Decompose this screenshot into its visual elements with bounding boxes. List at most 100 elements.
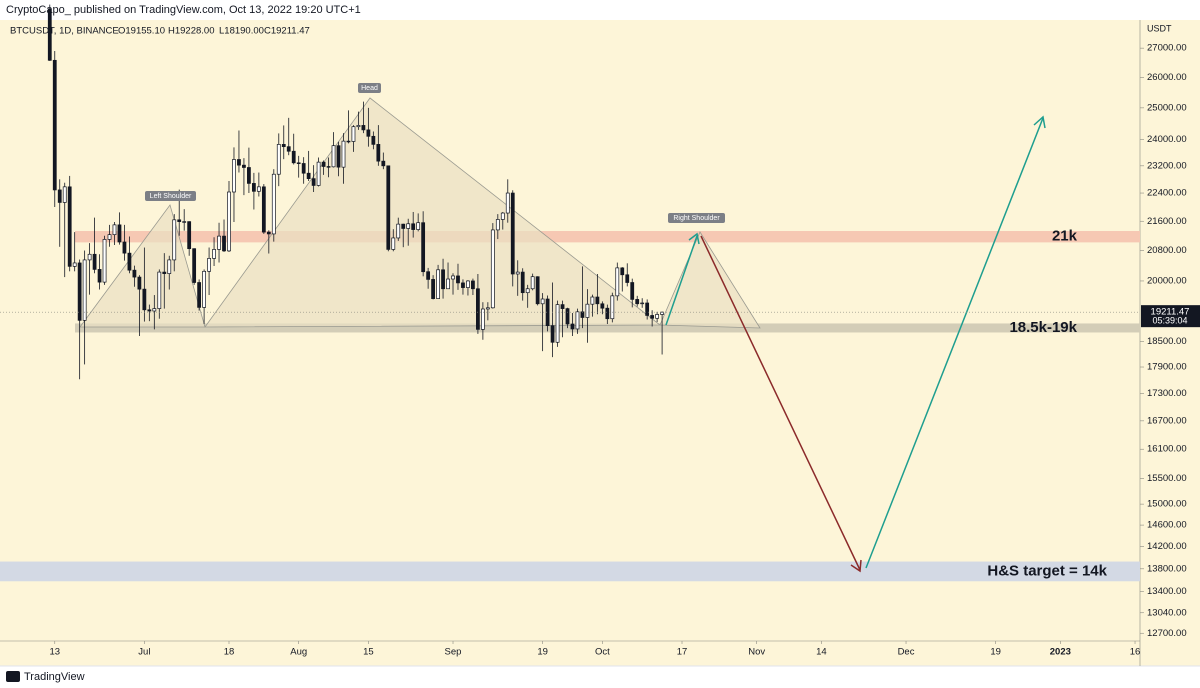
candle-body: [515, 271, 520, 275]
x-tick-label: 19: [990, 647, 1001, 658]
candle-body: [550, 325, 555, 343]
candle-body: [157, 271, 162, 309]
candle-body: [147, 309, 152, 312]
candle-body: [167, 259, 172, 274]
candle-body: [182, 221, 187, 223]
y-tick-label: 15000.00: [1147, 499, 1187, 510]
candle-body: [301, 163, 306, 174]
y-tick-label: 20000.00: [1147, 275, 1187, 286]
candle-body: [625, 274, 630, 283]
x-tick-label: Oct: [595, 647, 610, 658]
x-tick-label: 13: [49, 647, 60, 658]
candle-body: [650, 315, 655, 319]
candle-body: [306, 172, 311, 179]
candle-body: [525, 288, 530, 294]
x-tick-label: Sep: [445, 647, 462, 658]
candle-body: [222, 235, 226, 252]
zones: 21k 18.5k-19k H&S target = 14k: [0, 228, 1140, 582]
x-tick-label: 14: [816, 647, 827, 658]
y-tick-label: 18500.00: [1147, 336, 1187, 347]
candle-body: [291, 150, 296, 164]
candle-body: [660, 311, 664, 315]
candle-body: [276, 144, 281, 175]
candle-body: [311, 178, 316, 186]
candle-body: [451, 275, 455, 280]
candle-body: [172, 219, 177, 261]
candle-body: [356, 125, 361, 128]
candle-body: [476, 288, 480, 330]
candle-body: [401, 223, 406, 229]
left-shoulder-label: Left Shoulder: [150, 193, 192, 200]
candle-body: [535, 276, 540, 305]
candle-body: [386, 165, 391, 250]
arrows: [665, 115, 1046, 573]
candles: [47, 4, 664, 380]
candle-body: [580, 311, 585, 318]
x-tick-label: Dec: [898, 647, 915, 658]
candle-body: [92, 253, 97, 270]
candle-body: [286, 146, 291, 152]
zone-label: 18.5k-19k: [1009, 319, 1077, 336]
label-box: [668, 213, 725, 223]
candle-body: [446, 278, 450, 290]
candle-body: [555, 304, 560, 343]
candle-body: [441, 269, 445, 290]
candle-body: [142, 288, 147, 311]
candle-body: [127, 252, 132, 271]
publisher: CryptoCapo_ published on TradingView.com…: [6, 4, 361, 16]
zone: [75, 323, 1140, 333]
candle-body: [162, 271, 167, 274]
y-tick-label: 15500.00: [1147, 473, 1187, 484]
candle-body: [505, 192, 510, 214]
candle-body: [391, 237, 396, 250]
candle-body: [630, 282, 635, 300]
candle-body: [530, 276, 535, 290]
candle-body: [620, 267, 625, 276]
candle-body: [575, 311, 580, 330]
countdown: 05:39:04: [1152, 316, 1187, 326]
y-tick-label: 14600.00: [1147, 520, 1187, 531]
zone: [75, 231, 1140, 243]
candle-body: [560, 304, 565, 309]
candle-body: [426, 271, 431, 280]
candle-body: [232, 159, 236, 193]
right-shoulder-shape: [659, 231, 761, 329]
candle-body: [107, 234, 112, 240]
y-tick-label: 14200.00: [1147, 541, 1187, 552]
candle-body: [256, 186, 261, 192]
annotation-labels: Left Shoulder Head Right Shoulder: [145, 83, 725, 223]
candle-body: [361, 125, 366, 131]
candle-body: [655, 314, 660, 319]
candle-body: [87, 253, 92, 261]
y-tick-label: 17900.00: [1147, 362, 1187, 373]
candle-body: [640, 302, 645, 305]
candle-body: [466, 280, 470, 288]
candle-body: [376, 144, 381, 162]
candle-body: [396, 223, 401, 239]
y-tick-label: 13800.00: [1147, 563, 1187, 574]
candle-body: [77, 262, 82, 321]
y-tick-label: 12700.00: [1147, 628, 1187, 639]
candle-body: [600, 303, 605, 309]
candle-body: [197, 282, 202, 308]
candle-body: [207, 258, 211, 272]
candle-body: [461, 282, 465, 288]
candle-body: [47, 8, 52, 61]
last-price-box: [1141, 305, 1200, 328]
candle-body: [436, 269, 440, 299]
candle-body: [346, 140, 351, 143]
label-box: [145, 191, 196, 201]
candle-body: [247, 167, 251, 184]
footer: [0, 666, 1200, 688]
top-bar: [0, 0, 1200, 20]
candle-body: [296, 162, 301, 164]
brand: TradingView: [24, 671, 85, 683]
y-tick-label: 16100.00: [1147, 444, 1187, 455]
candle-body: [217, 235, 221, 250]
x-tick-label: Jul: [138, 647, 150, 658]
candle-body: [192, 248, 197, 283]
candle-body: [645, 302, 650, 316]
candle-body: [321, 161, 326, 167]
candle-body: [406, 223, 411, 229]
